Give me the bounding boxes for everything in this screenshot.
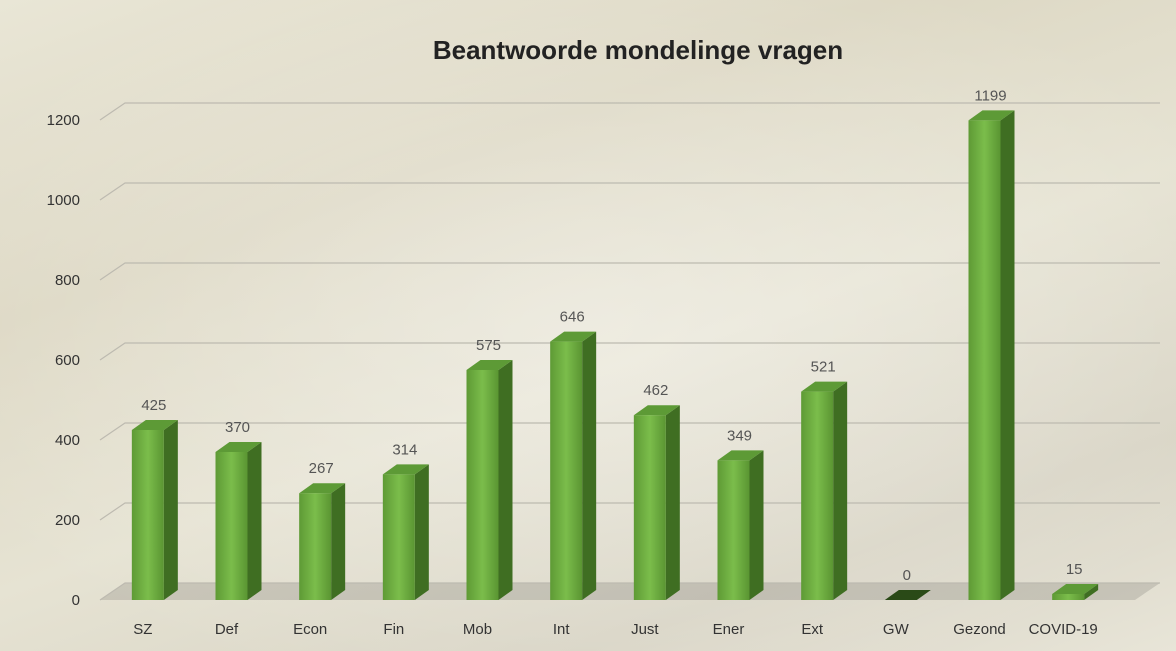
bar-side: [1001, 110, 1015, 600]
bar: [969, 120, 1001, 600]
bar-side: [833, 382, 847, 600]
value-label: 575: [476, 337, 501, 354]
value-label: 314: [392, 441, 417, 458]
value-label: 521: [811, 359, 836, 376]
x-tick-label: Int: [553, 621, 571, 638]
bar: [550, 342, 582, 600]
bar: [467, 370, 499, 600]
value-label: 1199: [974, 87, 1006, 104]
x-tick-label: SZ: [133, 621, 152, 638]
value-label: 370: [225, 419, 250, 436]
y-tick-label: 400: [55, 432, 80, 449]
x-tick-label: Ener: [713, 621, 745, 638]
bar-side: [164, 420, 178, 600]
bar-side: [331, 483, 345, 600]
value-label: 267: [309, 460, 334, 477]
value-label: 349: [727, 427, 752, 444]
y-tick-label: 1200: [47, 112, 80, 129]
bar-side: [499, 360, 513, 600]
bar: [383, 474, 415, 600]
bar-side: [582, 332, 596, 600]
y-tick-label: 200: [55, 512, 80, 529]
value-label: 425: [141, 397, 166, 414]
y-tick-label: 0: [72, 592, 80, 609]
value-label: 646: [560, 309, 585, 326]
x-tick-label: Ext: [801, 621, 824, 638]
x-tick-label: Econ: [293, 621, 327, 638]
y-tick-label: 1000: [47, 192, 80, 209]
bar: [718, 460, 750, 600]
bar: [216, 452, 248, 600]
x-tick-label: Gezond: [953, 621, 1006, 638]
x-tick-label: COVID-19: [1029, 621, 1098, 638]
x-tick-label: GW: [883, 621, 910, 638]
bar: [801, 392, 833, 600]
bar: [299, 493, 331, 600]
bar-side: [415, 464, 429, 600]
bar: [1052, 594, 1084, 600]
bar: [132, 430, 164, 600]
x-tick-label: Def: [215, 621, 239, 638]
value-label: 0: [903, 567, 911, 584]
chart: Beantwoorde mondelinge vragen 0 200 400 600…: [0, 0, 1176, 651]
chart-title: Beantwoorde mondelinge vragen: [433, 35, 843, 65]
x-tick-label: Just: [631, 621, 659, 638]
bar-side: [750, 450, 764, 600]
bar-side: [248, 442, 262, 600]
value-label: 15: [1066, 561, 1083, 578]
value-label: 462: [643, 382, 668, 399]
page: Beantwoorde mondelinge vragen 0 200 400 600…: [0, 0, 1176, 651]
x-tick-label: Fin: [383, 621, 404, 638]
y-tick-label: 600: [55, 352, 80, 369]
y-tick-label: 800: [55, 272, 80, 289]
x-tick-label: Mob: [463, 621, 492, 638]
bar: [634, 415, 666, 600]
bar-side: [666, 405, 680, 600]
